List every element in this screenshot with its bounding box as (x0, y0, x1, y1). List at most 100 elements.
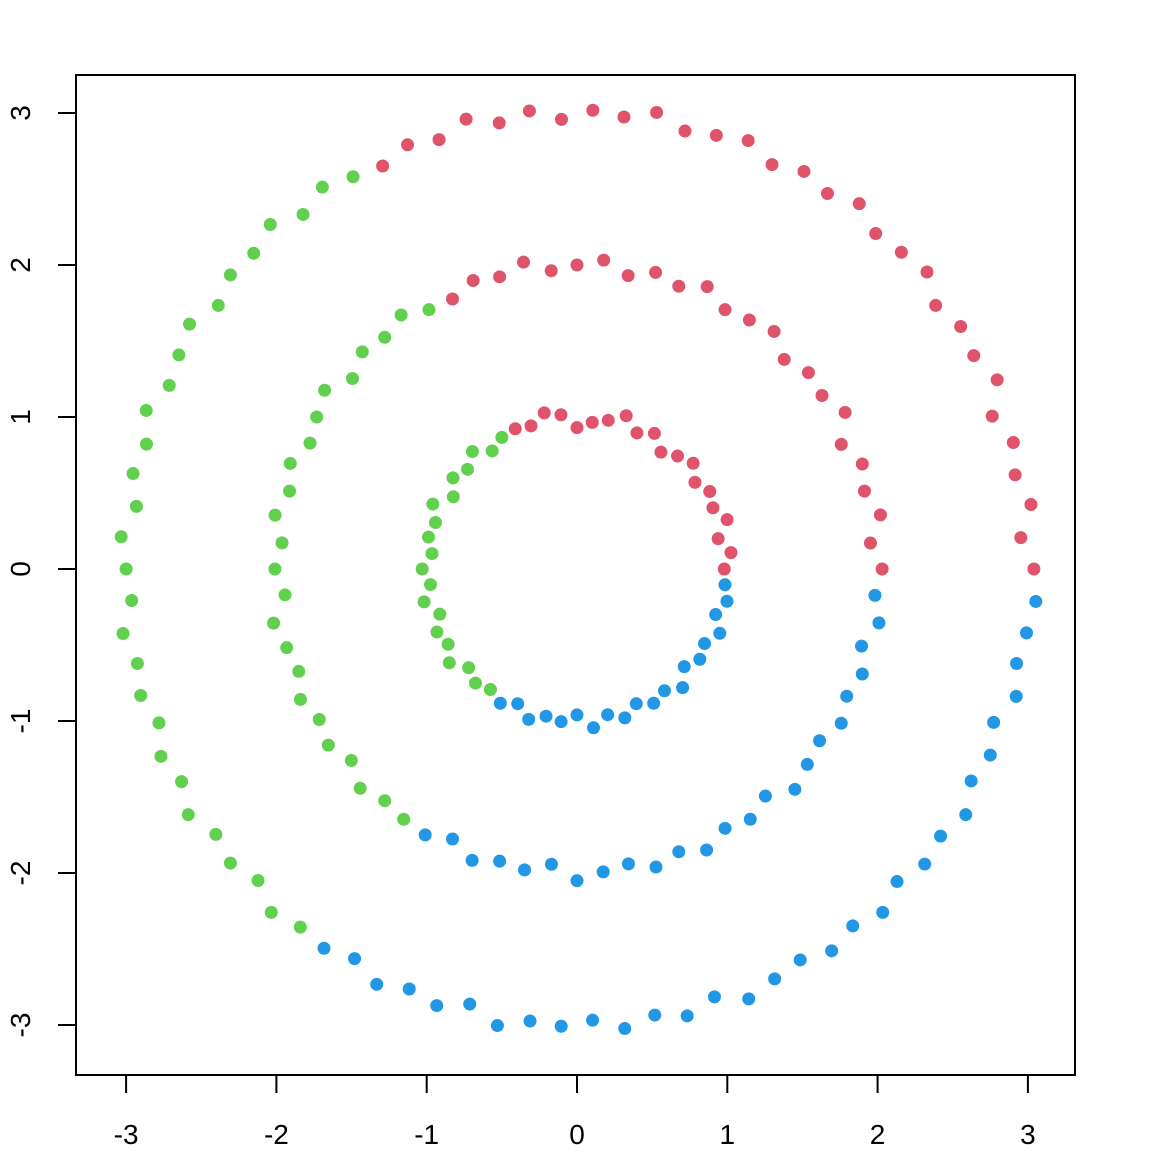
data-point-red (601, 413, 615, 427)
data-point-green (130, 656, 144, 670)
y-tick-label: 1 (5, 409, 36, 425)
data-point-red (516, 255, 530, 269)
data-point-red (894, 245, 908, 259)
x-tick-label: -1 (414, 1119, 439, 1150)
data-point-green (465, 445, 479, 459)
data-point-red (522, 104, 536, 118)
data-point-blue (1010, 656, 1024, 670)
data-point-green (485, 444, 499, 458)
data-point-green (114, 530, 128, 544)
data-point-green (293, 920, 307, 934)
x-tick-label: 1 (720, 1119, 736, 1150)
data-point-blue (707, 990, 721, 1004)
data-point-red (765, 158, 779, 172)
data-point-blue (522, 712, 536, 726)
data-point-blue (743, 812, 757, 826)
data-point-green (275, 536, 289, 550)
points-layer (114, 103, 1043, 1036)
data-point-blue (672, 845, 686, 859)
data-point-red (990, 373, 1004, 387)
data-point-red (920, 265, 934, 279)
data-point-blue (700, 843, 714, 857)
data-point-red (1014, 531, 1028, 545)
data-point-blue (490, 1019, 504, 1033)
data-point-red (801, 366, 815, 380)
data-point-blue (834, 716, 848, 730)
data-point-green (310, 410, 324, 424)
y-axis: -3 -2 -1 0 1 2 3 (5, 105, 77, 1037)
data-point-red (597, 253, 611, 267)
data-point-red (688, 475, 702, 489)
data-point-red (724, 546, 738, 560)
data-point-blue (987, 715, 1001, 729)
data-point-green (154, 749, 168, 763)
data-point-blue (539, 709, 553, 723)
data-point-blue (677, 660, 691, 674)
data-point-red (967, 349, 981, 363)
data-point-red (742, 313, 756, 327)
data-point-red (432, 133, 446, 147)
data-point-green (346, 170, 360, 184)
data-point-green (126, 467, 140, 481)
data-point-green (134, 689, 148, 703)
data-point-blue (964, 774, 978, 788)
data-point-red (741, 134, 755, 148)
data-point-green (125, 593, 139, 607)
data-point-blue (621, 857, 635, 871)
data-point-red (671, 449, 685, 463)
plot-frame (75, 74, 1076, 1076)
data-point-red (586, 103, 600, 117)
data-point-blue (855, 667, 869, 681)
data-point-red (703, 484, 717, 498)
y-tick-label: -1 (5, 709, 36, 734)
data-point-red (570, 421, 584, 435)
data-point-green (139, 437, 153, 451)
data-point-green (183, 317, 197, 331)
data-point-blue (317, 941, 331, 955)
data-point-blue (618, 1022, 632, 1036)
data-point-blue (788, 782, 802, 796)
data-point-green (483, 683, 497, 697)
y-tick-label: 0 (5, 561, 36, 577)
data-point-red (1006, 435, 1020, 449)
data-point-green (247, 246, 261, 260)
data-point-blue (601, 708, 615, 722)
data-point-green (129, 499, 143, 513)
data-point-blue (713, 626, 727, 640)
data-point-blue (554, 1019, 568, 1033)
data-point-blue (758, 789, 772, 803)
data-point-blue (1029, 594, 1043, 608)
data-point-red (1027, 562, 1041, 576)
data-point-blue (402, 982, 416, 996)
data-point-red (544, 264, 558, 278)
data-point-green (318, 383, 332, 397)
x-tick-label: -2 (264, 1119, 289, 1150)
data-point-red (508, 422, 522, 436)
data-point-red (720, 513, 734, 527)
data-point-green (264, 905, 278, 919)
data-point-red (985, 409, 999, 423)
data-point-green (283, 484, 297, 498)
data-point-blue (680, 1009, 694, 1023)
data-point-blue (544, 857, 558, 871)
data-point-blue (768, 972, 782, 986)
data-point-red (718, 303, 732, 317)
data-point-green (462, 661, 476, 675)
data-point-green (344, 753, 358, 767)
data-point-green (430, 625, 444, 639)
data-point-blue (493, 696, 507, 710)
data-point-blue (586, 1013, 600, 1027)
data-point-blue (855, 639, 869, 653)
data-point-blue (596, 865, 610, 879)
data-point-green (223, 268, 237, 282)
data-point-red (838, 405, 852, 419)
data-point-red (554, 408, 568, 422)
data-point-blue (657, 684, 671, 698)
data-point-red (621, 269, 635, 283)
data-point-red (855, 457, 869, 471)
data-point-blue (465, 853, 479, 867)
y-tick-label: 2 (5, 257, 36, 273)
data-point-blue (918, 857, 932, 871)
data-point-green (461, 462, 475, 476)
data-point-blue (800, 757, 814, 771)
